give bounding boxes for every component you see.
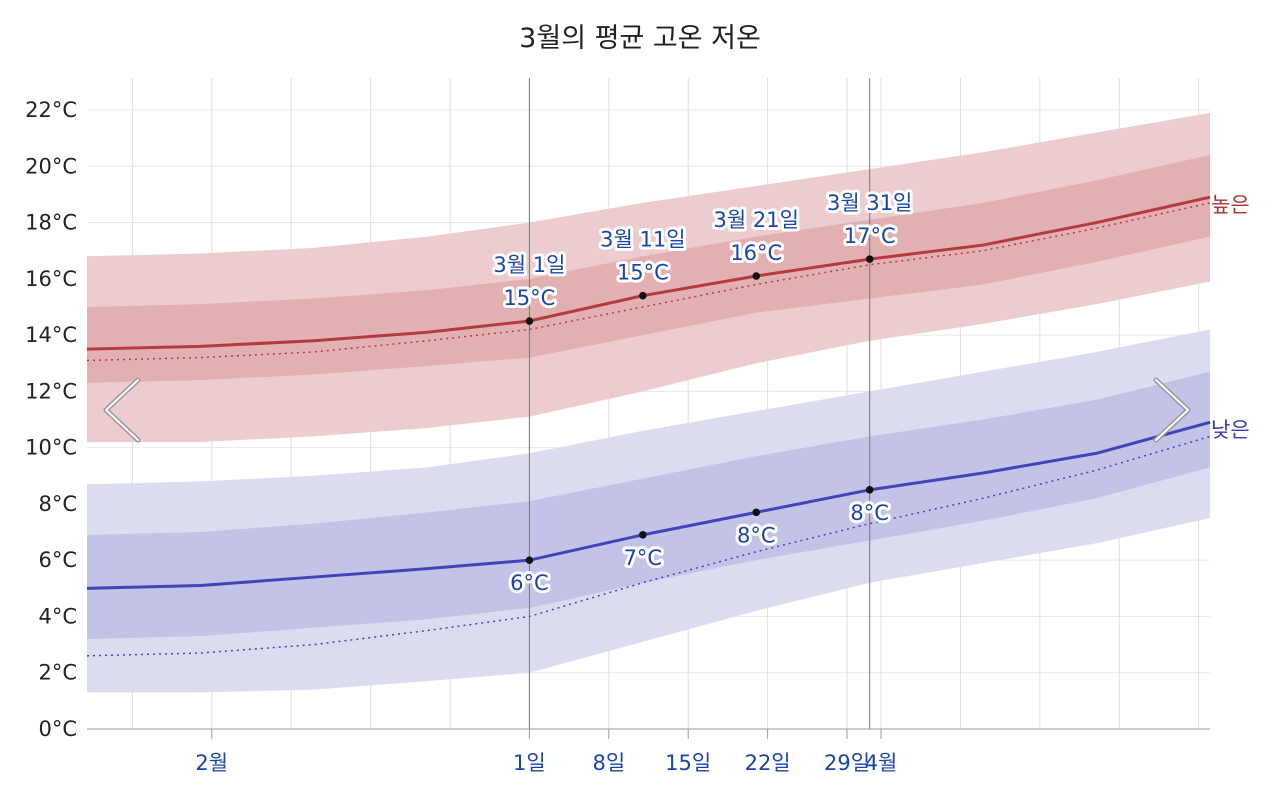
- annotation-value-label: 8°C: [850, 501, 889, 525]
- annotations: 3월 1일 15°C 3월 11일 15°C 3월 21일 16°C 3월 31일 17°C 6…: [490, 188, 915, 598]
- y-tick-label: 12°C: [25, 379, 77, 403]
- annotation-date-label: 3월 31일: [827, 191, 912, 215]
- annotation-value-label: 17°C: [844, 224, 896, 248]
- annotation-date-label: 3월 1일: [493, 253, 565, 277]
- data-point-marker: [525, 556, 534, 564]
- chart-title: 3월의 평균 고온 저온: [519, 23, 761, 54]
- data-point-marker: [865, 486, 874, 494]
- data-point-marker: [752, 508, 761, 517]
- x-tick-label: 2월: [195, 751, 228, 775]
- annotation-value-label: 7°C: [624, 546, 663, 570]
- y-tick-label: 8°C: [38, 492, 77, 516]
- data-point-marker: [639, 531, 647, 539]
- annotation-value-label: 15°C: [503, 286, 555, 310]
- annotation-value-label: 15°C: [617, 261, 669, 285]
- annotation-value-label: 6°C: [510, 571, 549, 595]
- x-tick-label: 15일: [665, 751, 711, 775]
- series-label-low: 낮은: [1211, 418, 1250, 442]
- annotation-value-label: 8°C: [737, 523, 776, 547]
- y-tick-label: 10°C: [25, 436, 77, 460]
- annotation-date-label: 3월 21일: [714, 208, 799, 232]
- x-tick-label: 29일: [824, 751, 870, 775]
- annotation-value-label: 16°C: [730, 241, 782, 265]
- axes: 0°C 2°C 4°C 6°C 8°C 10°C 12°C 14°C 16°C 18°C 20°C 2…: [25, 78, 1210, 775]
- annotation-date-label: 3월 11일: [600, 228, 685, 252]
- next-month-button[interactable]: [1153, 377, 1191, 443]
- y-tick-label: 4°C: [38, 604, 77, 628]
- x-tick-label: 4월: [865, 751, 898, 775]
- data-point-marker: [865, 255, 874, 263]
- y-tick-label: 2°C: [38, 661, 77, 685]
- temperature-bands: [87, 112, 1210, 693]
- y-tick-label: 18°C: [25, 211, 77, 235]
- x-tick-label: 22일: [745, 751, 791, 775]
- data-point-marker: [752, 272, 761, 280]
- y-tick-label: 16°C: [25, 267, 77, 291]
- x-tick-label: 8일: [592, 751, 625, 775]
- x-tick-label: 1일: [513, 751, 546, 775]
- data-point-marker: [525, 317, 534, 325]
- series-label-high: 높은: [1211, 193, 1250, 217]
- y-tick-label: 22°C: [25, 98, 77, 122]
- y-tick-label: 20°C: [25, 154, 77, 178]
- prev-month-button[interactable]: [103, 377, 141, 443]
- band-inner: [87, 155, 1210, 383]
- data-point-marker: [639, 291, 647, 300]
- y-tick-label: 14°C: [25, 323, 77, 347]
- y-tick-label: 6°C: [38, 548, 77, 572]
- series-dotted-line: [86, 202, 1211, 362]
- y-tick-label: 0°C: [38, 717, 77, 741]
